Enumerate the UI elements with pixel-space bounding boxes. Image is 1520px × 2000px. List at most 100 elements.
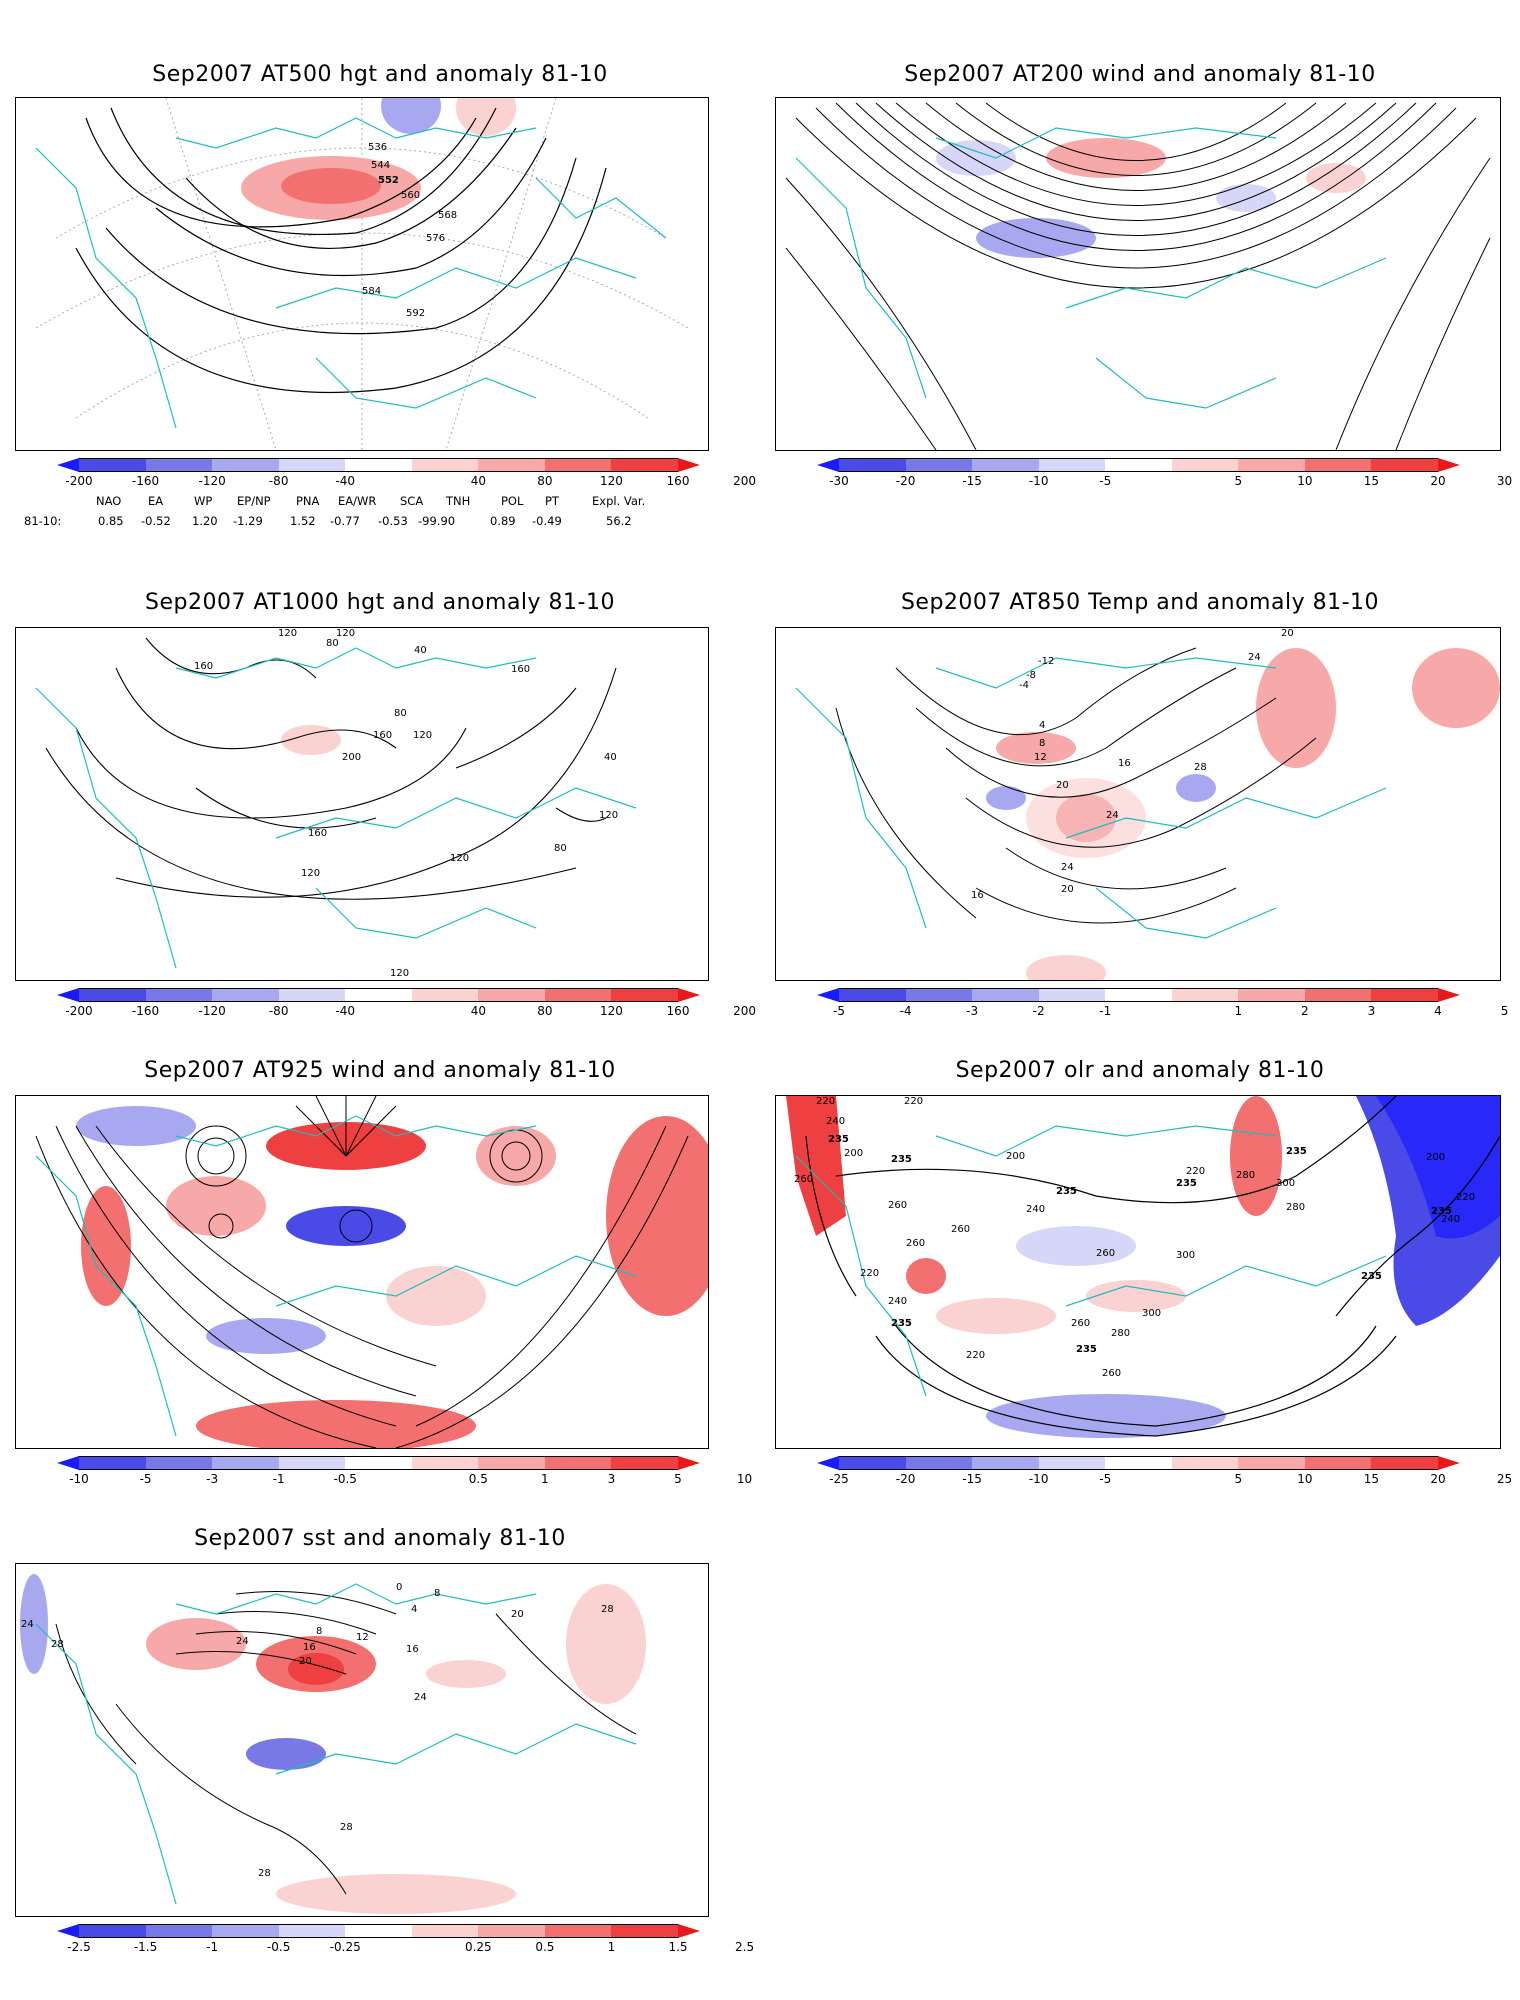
contour-label: 235 bbox=[891, 1154, 912, 1165]
colorbar-tick-label: -1.5 bbox=[134, 1940, 157, 1954]
contour-label: 24 bbox=[1106, 810, 1119, 821]
colorbar-segment bbox=[611, 1456, 678, 1470]
colorbar-segment bbox=[906, 458, 973, 472]
tele-header: WP bbox=[194, 494, 212, 508]
contour-label: 20 bbox=[511, 1609, 524, 1620]
contour-label: 24 bbox=[1248, 652, 1261, 663]
tele-header: EP/NP bbox=[237, 494, 271, 508]
colorbar-segment bbox=[478, 458, 545, 472]
contour-label: 260 bbox=[1071, 1318, 1090, 1329]
colorbar: -10 -5 -3 -1 -0.5 0.5 1 3 5 10 bbox=[57, 1456, 700, 1490]
colorbar-segment bbox=[972, 458, 1039, 472]
contour-label: 120 bbox=[278, 628, 297, 639]
contour-label: 160 bbox=[308, 828, 327, 839]
tele-header: SCA bbox=[400, 494, 423, 508]
colorbar-segment bbox=[1039, 458, 1106, 472]
colorbar-segment bbox=[1238, 1456, 1305, 1470]
colorbar-tick-label: -1 bbox=[206, 1940, 218, 1954]
colorbar-segment bbox=[839, 458, 906, 472]
colorbar-segment bbox=[478, 1924, 545, 1938]
contour-label: 220 bbox=[860, 1268, 879, 1279]
tele-value: 1.52 bbox=[290, 514, 316, 528]
colorbar-tick-label: -0.5 bbox=[334, 1472, 357, 1486]
colorbar-arrow-left bbox=[57, 1924, 79, 1938]
contour-label: 28 bbox=[51, 1639, 64, 1650]
colorbar-segment bbox=[79, 458, 146, 472]
colorbar-segment bbox=[279, 988, 346, 1002]
colorbar-tick-label: 40 bbox=[471, 1004, 486, 1018]
colorbar-tick-label: 160 bbox=[667, 474, 690, 488]
colorbar-tick-label: 15 bbox=[1364, 474, 1379, 488]
contour-label: 235 bbox=[891, 1318, 912, 1329]
contour-label: 8 bbox=[1039, 738, 1045, 749]
tele-header: Expl. Var. bbox=[592, 494, 645, 508]
contour-label: 8 bbox=[434, 1588, 440, 1599]
tele-value: -0.52 bbox=[141, 514, 171, 528]
contour-label: 28 bbox=[1194, 762, 1207, 773]
colorbar-segment bbox=[611, 988, 678, 1002]
colorbar-segment bbox=[345, 1456, 412, 1470]
map-plot-area: 220 240 235 260 200 235 220 235 235 280 … bbox=[775, 1095, 1501, 1449]
colorbar: -200 -160 -120 -80 -40 40 80 120 160 200 bbox=[57, 988, 700, 1022]
colorbar-tick-label: 0.5 bbox=[535, 1940, 554, 1954]
colorbar-segment bbox=[212, 1924, 279, 1938]
colorbar-tick-label: 20 bbox=[1430, 474, 1445, 488]
colorbar-tick-label: 3 bbox=[1368, 1004, 1376, 1018]
tele-value: -99.90 bbox=[418, 514, 455, 528]
contour-label: 536 bbox=[368, 142, 387, 153]
colorbar-arrow-left bbox=[817, 458, 839, 472]
colorbar-segment bbox=[906, 988, 973, 1002]
colorbar-segment bbox=[1238, 988, 1305, 1002]
contour-label: 80 bbox=[554, 843, 567, 854]
tele-value: 0.89 bbox=[490, 514, 516, 528]
colorbar-tick-label: 40 bbox=[471, 474, 486, 488]
contour-label: 160 bbox=[373, 730, 392, 741]
colorbar-tick-label: 3 bbox=[608, 1472, 616, 1486]
colorbar-tick-label: -2 bbox=[1033, 1004, 1045, 1018]
colorbar: -25 -20 -15 -10 -5 5 10 15 20 25 bbox=[817, 1456, 1460, 1490]
colorbar-arrow-left bbox=[57, 458, 79, 472]
contour-label: 200 bbox=[1006, 1151, 1025, 1162]
panel-title: Sep2007 AT925 wind and anomaly 81-10 bbox=[0, 1058, 760, 1083]
contour-label: 280 bbox=[1111, 1328, 1130, 1339]
colorbar-tick-label: -120 bbox=[198, 1004, 225, 1018]
colorbar-segment bbox=[1039, 988, 1106, 1002]
colorbar-arrow-right bbox=[1438, 1456, 1460, 1470]
colorbar-segment bbox=[146, 458, 213, 472]
colorbar-segment bbox=[345, 1924, 412, 1938]
colorbar-tick-label: -15 bbox=[962, 1472, 982, 1486]
colorbar-segment bbox=[1172, 1456, 1239, 1470]
colorbar-segment bbox=[1305, 1456, 1372, 1470]
contour-label: 592 bbox=[406, 308, 425, 319]
colorbar-tick-label: -10 bbox=[1029, 474, 1049, 488]
colorbar-segment bbox=[79, 1924, 146, 1938]
contour-label: 552 bbox=[378, 175, 399, 186]
contour-label: 120 bbox=[336, 628, 355, 639]
colorbar-segment bbox=[146, 1924, 213, 1938]
colorbar-segment bbox=[1305, 988, 1372, 1002]
colorbar-arrow-left bbox=[817, 988, 839, 1002]
colorbar-segment bbox=[1039, 1456, 1106, 1470]
contour-label: 160 bbox=[194, 661, 213, 672]
contour-label: 544 bbox=[371, 160, 390, 171]
colorbar-tick-label: 0.25 bbox=[465, 1940, 492, 1954]
colorbar-tick-label: -40 bbox=[335, 1004, 355, 1018]
colorbar-tick-label: -80 bbox=[269, 1004, 289, 1018]
tele-header: POL bbox=[501, 494, 523, 508]
map-plot-area: -12 -8 -4 4 8 12 16 20 24 28 24 20 24 16… bbox=[775, 627, 1501, 981]
colorbar-segment bbox=[1238, 458, 1305, 472]
colorbar-segment bbox=[146, 1456, 213, 1470]
contour-label: 24 bbox=[21, 1619, 34, 1630]
colorbar-segment bbox=[79, 988, 146, 1002]
contour-label: 235 bbox=[1361, 1271, 1382, 1282]
contour-label: 120 bbox=[301, 868, 320, 879]
contour-label: 12 bbox=[356, 1632, 369, 1643]
panel-title: Sep2007 AT1000 hgt and anomaly 81-10 bbox=[0, 590, 760, 615]
map-plot-area bbox=[775, 97, 1501, 451]
colorbar-arrow-left bbox=[57, 988, 79, 1002]
colorbar-segment bbox=[212, 988, 279, 1002]
contour-label: 120 bbox=[413, 730, 432, 741]
contour-label: 16 bbox=[971, 890, 984, 901]
contour-label: 24 bbox=[414, 1692, 427, 1703]
map-plot-area bbox=[15, 1095, 709, 1449]
